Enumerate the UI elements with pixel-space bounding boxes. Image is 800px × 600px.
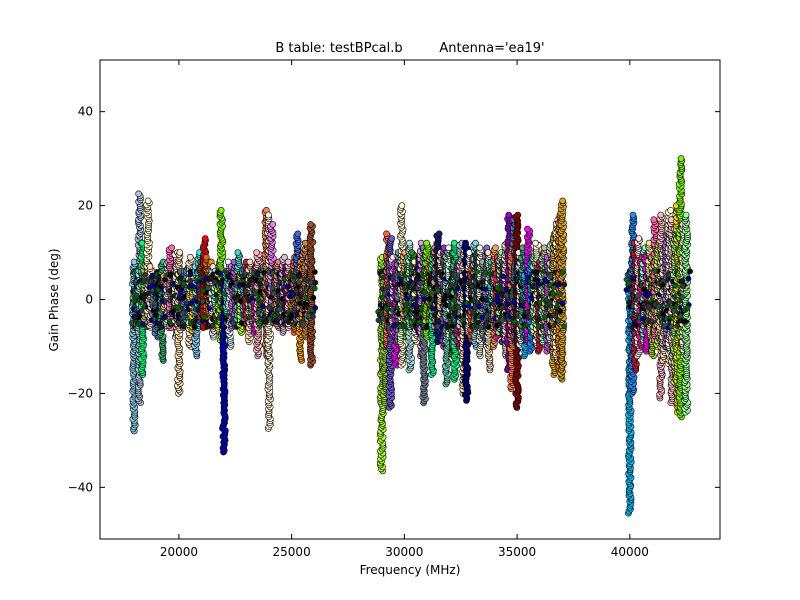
- data-point: [133, 292, 140, 299]
- data-points: [128, 155, 693, 517]
- data-point: [310, 294, 317, 301]
- data-point: [435, 230, 443, 238]
- data-point: [152, 312, 159, 318]
- data-point: [307, 221, 314, 228]
- data-point: [383, 305, 390, 312]
- data-point: [423, 239, 430, 247]
- data-point: [211, 278, 218, 285]
- data-point: [312, 305, 319, 311]
- data-point: [203, 253, 210, 261]
- data-point: [312, 269, 318, 275]
- data-point: [187, 253, 194, 261]
- data-point: [276, 306, 283, 313]
- data-point: [293, 287, 300, 294]
- plot-area: [99, 59, 721, 540]
- data-point: [380, 274, 387, 281]
- data-point: [201, 235, 209, 242]
- data-point: [175, 319, 182, 326]
- data-point: [206, 305, 213, 312]
- data-point: [177, 275, 184, 281]
- data-point: [312, 279, 319, 286]
- chart-subtitle: Antenna='ea19': [439, 41, 544, 56]
- data-point: [242, 288, 249, 295]
- data-point: [138, 307, 145, 314]
- data-point: [168, 244, 175, 252]
- data-point: [270, 290, 277, 297]
- data-point: [135, 190, 142, 198]
- data-point: [130, 297, 137, 304]
- data-point: [177, 289, 184, 295]
- data-point: [388, 235, 396, 242]
- data-point: [299, 322, 306, 328]
- data-point: [434, 287, 441, 294]
- data-point: [429, 289, 435, 296]
- data-point: [284, 283, 291, 290]
- data-point: [144, 197, 152, 205]
- data-point: [166, 318, 173, 325]
- data-point: [146, 263, 154, 270]
- data-point: [383, 230, 390, 238]
- chart-title: B table: testBPcal.b: [275, 41, 402, 56]
- data-point: [284, 258, 292, 266]
- data-point: [192, 324, 198, 331]
- data-point: [294, 230, 302, 238]
- data-point: [296, 273, 303, 279]
- data-point: [175, 304, 181, 311]
- data-point: [265, 211, 272, 219]
- data-point: [408, 249, 415, 256]
- data-point: [389, 275, 396, 282]
- data-point: [189, 282, 195, 289]
- data-point: [217, 207, 225, 214]
- data-point: [141, 294, 147, 301]
- data-point: [180, 314, 187, 321]
- data-point: [186, 278, 193, 285]
- data-point: [305, 313, 312, 319]
- data-point: [417, 280, 424, 287]
- data-point: [269, 221, 277, 228]
- data-point: [176, 249, 184, 256]
- data-point: [423, 324, 430, 331]
- data-point: [253, 249, 260, 256]
- data-point: [245, 282, 252, 289]
- data-point: [403, 302, 409, 308]
- data-point: [150, 282, 156, 289]
- data-point: [406, 239, 413, 247]
- data-point: [180, 280, 187, 287]
- data-point: [167, 271, 174, 278]
- data-point: [130, 258, 138, 266]
- data-point: [234, 249, 242, 256]
- data-point: [288, 289, 295, 296]
- data-point: [397, 276, 404, 283]
- data-point: [246, 258, 254, 266]
- data-point: [296, 279, 302, 286]
- data-point: [398, 202, 406, 209]
- data-point: [158, 324, 165, 330]
- data-point: [311, 285, 318, 292]
- data-point: [217, 279, 223, 286]
